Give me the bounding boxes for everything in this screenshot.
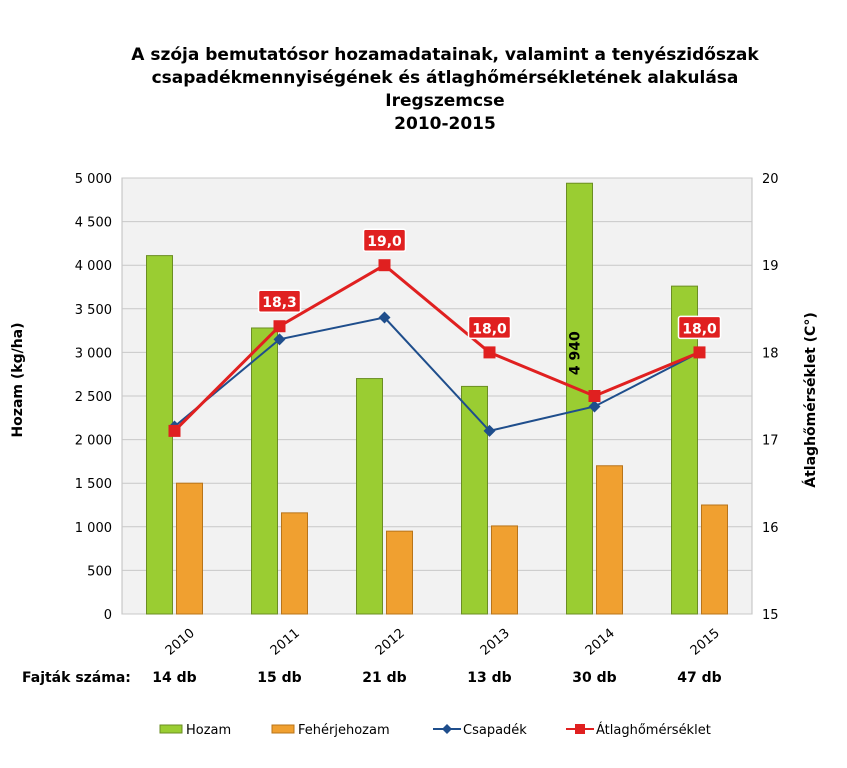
y-tick-left: 500	[87, 564, 112, 579]
data-label-atlaghomerseklet: 18,0	[682, 321, 717, 337]
y-tick-left: 0	[104, 608, 112, 623]
x-tick: 2015	[688, 626, 723, 659]
line-csapadek	[173, 316, 700, 432]
point-atlaghomerseklet	[378, 259, 391, 272]
y-tick-right: 16	[762, 521, 779, 536]
y-tick-right: 19	[762, 259, 779, 274]
point-atlaghomerseklet	[168, 424, 181, 437]
y-tick-right: 20	[762, 172, 779, 187]
legend-item-hozam: Hozam	[159, 723, 231, 738]
data-label-box-atlaghomerseklet	[257, 289, 302, 313]
count-label: Fajták száma:	[22, 670, 131, 686]
point-atlaghomerseklet	[693, 346, 706, 359]
line-atlaghomerseklet	[173, 263, 701, 432]
data-label-atlaghomerseklet: 18,3	[262, 295, 297, 311]
legend-marker-atlaghomerseklet	[575, 724, 585, 734]
y-tick-right: 18	[762, 346, 779, 361]
point-atlaghomerseklet	[588, 390, 601, 402]
bar-hozam	[671, 285, 698, 615]
legend-swatch-feherjehozam	[271, 724, 295, 734]
bar-feherjehozam	[386, 530, 413, 615]
y-tick-left: 4 500	[75, 216, 112, 231]
data-label-box-atlaghomerseklet	[677, 315, 722, 340]
x-tick: 2012	[373, 626, 408, 659]
chart-title-line-3: Iregszemcse	[385, 91, 504, 111]
gridlines	[122, 177, 752, 615]
count-value: 21 db	[362, 670, 406, 686]
bar-hozam	[356, 378, 383, 615]
count-value: 47 db	[677, 670, 721, 686]
y-tick-left: 2 000	[75, 434, 112, 449]
legend-label-hozam: Hozam	[186, 723, 231, 738]
legend: Hozam Fehérjehozam Csapadék Átlaghőmérsé…	[159, 722, 711, 738]
point-csapadek	[378, 311, 391, 324]
legend-label-feherjehozam: Fehérjehozam	[298, 723, 390, 738]
point-csapadek	[273, 333, 286, 346]
bar-feherjehozam	[491, 525, 518, 615]
point-csapadek	[483, 424, 496, 437]
y-tick-left: 4 000	[75, 259, 112, 274]
legend-item-atlaghomerseklet: Átlaghőmérséklet	[566, 722, 711, 738]
data-label-box-atlaghomerseklet	[467, 315, 512, 340]
y-tick-left: 1 000	[75, 521, 112, 536]
data-label-hozam: 4 940	[568, 331, 584, 375]
x-tick: 2013	[478, 626, 513, 659]
count-value: 30 db	[572, 670, 616, 686]
x-tick: 2011	[268, 626, 303, 659]
bar-feherjehozam	[176, 482, 203, 615]
x-tick: 2014	[583, 626, 618, 659]
y-axis-right-label: Átlaghőmérséklet (C°)	[802, 312, 819, 487]
bar-feherjehozam	[701, 504, 728, 615]
point-atlaghomerseklet	[483, 346, 496, 359]
x-tick: 2010	[163, 626, 198, 659]
y-tick-left: 1 500	[75, 477, 112, 492]
data-label-box-atlaghomerseklet	[362, 228, 407, 252]
bar-hozam	[461, 385, 488, 615]
y-tick-right: 15	[762, 608, 779, 623]
bar-hozam	[146, 255, 173, 615]
y-axis-left-ticks: 5 000 4 500 4 000 3 500 3 000 2 500 2 000 1 500…	[75, 172, 112, 623]
point-csapadek	[588, 400, 601, 413]
y-tick-left: 3 000	[75, 346, 112, 361]
data-label-atlaghomerseklet: 18,0	[472, 321, 507, 337]
chart-title-line-4: 2010-2015	[394, 114, 496, 134]
lines	[168, 259, 706, 437]
count-value: 13 db	[467, 670, 511, 686]
y-tick-left: 3 500	[75, 303, 112, 318]
legend-label-atlaghomerseklet: Átlaghőmérséklet	[596, 722, 711, 738]
chart-title-line-1: A szója bemutatósor hozamadatainak, vala…	[131, 45, 759, 65]
bar-feherjehozam	[281, 512, 308, 615]
y-tick-left: 2 500	[75, 390, 112, 405]
point-atlaghomerseklet	[273, 320, 286, 333]
legend-label-csapadek: Csapadék	[463, 723, 527, 738]
bar-feherjehozam	[596, 465, 623, 615]
y-axis-right-ticks: 20 19 18 17 16 15	[762, 172, 779, 623]
data-label-atlaghomerseklet: 19,0	[367, 234, 402, 250]
legend-item-csapadek: Csapadék	[433, 723, 527, 738]
y-tick-left: 5 000	[75, 172, 112, 187]
bar-hozam	[251, 327, 278, 615]
legend-swatch-hozam	[159, 724, 183, 734]
count-value: 14 db	[152, 670, 196, 686]
chart-title: A szója bemutatósor hozamadatainak, vala…	[131, 45, 759, 134]
legend-item-feherjehozam: Fehérjehozam	[271, 723, 390, 738]
count-row: 14 db 15 db 21 db 13 db 30 db 47 db	[152, 670, 721, 686]
chart-title-line-2: csapadékmennyiségének és átlaghőmérsékle…	[152, 68, 739, 88]
y-tick-right: 17	[762, 434, 779, 449]
y-axis-left-label: Hozam (kg/ha)	[10, 322, 26, 437]
bar-hozam	[566, 182, 593, 615]
data-labels: 18,3 19,0 18,0 18,0 4 940	[257, 228, 722, 375]
legend-marker-csapadek	[442, 724, 452, 734]
count-value: 15 db	[257, 670, 301, 686]
x-axis-ticks: 2010 2011 2012 2013 2014 2015	[163, 626, 723, 659]
